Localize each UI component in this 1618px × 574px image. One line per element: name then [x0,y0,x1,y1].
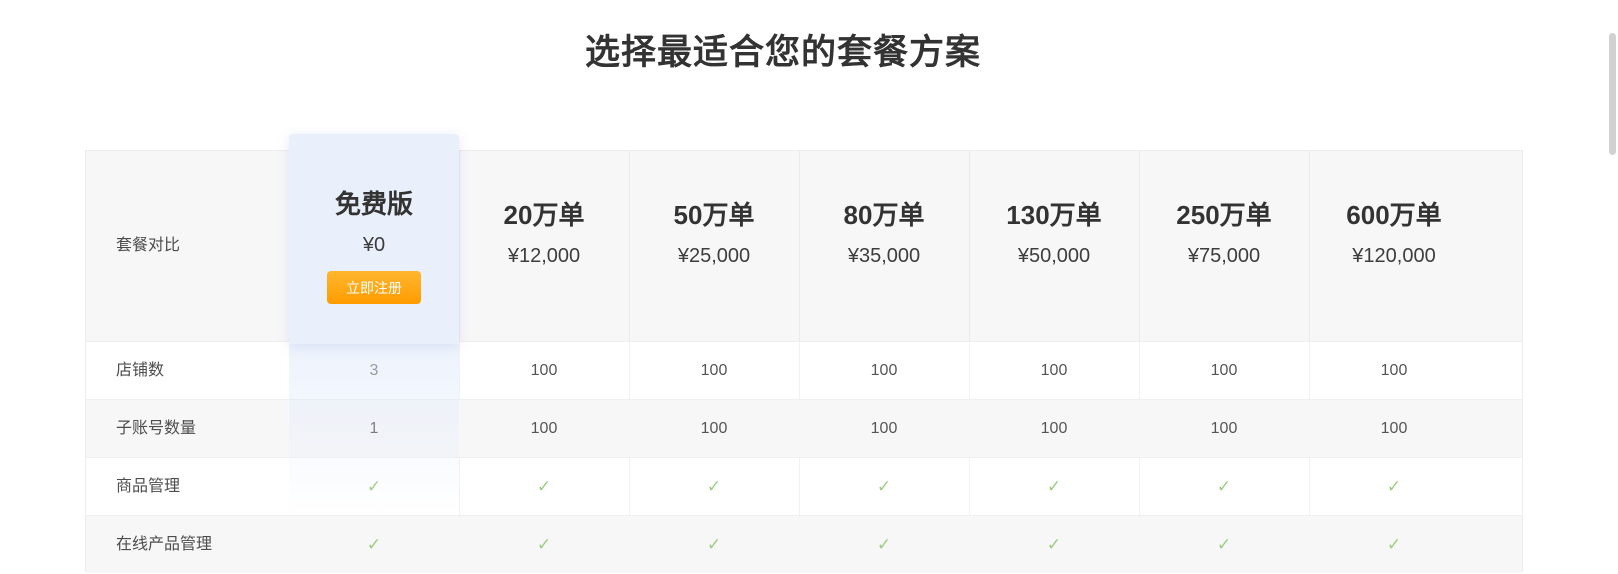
check-icon: ✓ [536,477,552,496]
check-icon: ✓ [536,535,552,554]
cell-value: 100 [1210,420,1238,437]
corner-label: 套餐对比 [116,237,181,254]
check-icon: ✓ [1386,535,1402,554]
column-divider [629,151,630,573]
plan-price: ¥50,000 [1017,245,1091,267]
plan-header: 600万单 ¥120,000 [1309,151,1479,341]
check-icon: ✓ [1386,477,1402,496]
plan-name: 130万单 [1006,200,1102,230]
plan-name: 50万单 [673,200,755,230]
cell-value: 100 [530,362,558,379]
table-row: 店铺数 3 100 100 100 100 100 100 [86,341,1522,399]
check-icon: ✓ [366,477,382,496]
check-icon: ✓ [876,535,892,554]
page-title: 选择最适合您的套餐方案 [584,33,981,72]
cell-value: 100 [1380,362,1408,379]
plan-price: ¥12,000 [507,245,581,267]
cell-value: 100 [1380,420,1408,437]
scrollbar-thumb[interactable] [1609,33,1616,155]
plan-name: 80万单 [843,200,925,230]
table-row: 商品管理 ✓ ✓ ✓ ✓ ✓ ✓ ✓ [86,457,1522,515]
cell-value: 100 [1040,420,1068,437]
plan-name: 250万单 [1176,200,1272,230]
check-icon: ✓ [1046,477,1062,496]
check-icon: ✓ [1216,535,1232,554]
plan-price: ¥120,000 [1352,245,1436,267]
cell-value: 100 [1040,362,1068,379]
plan-price: ¥75,000 [1187,245,1261,267]
plan-header: 80万单 ¥35,000 [799,151,969,341]
check-icon: ✓ [366,535,382,554]
row-label: 在线产品管理 [116,536,213,553]
pricing-table: 套餐对比 20万单 ¥12,000 50万单 ¥25,000 80万单 ¥35,000 13… [85,134,1523,573]
column-divider [799,151,800,573]
check-icon: ✓ [1046,535,1062,554]
cell-value: 1 [369,420,379,437]
check-icon: ✓ [876,477,892,496]
plan-price: ¥25,000 [677,245,751,267]
free-plan-name: 免费版 [334,189,413,219]
plan-name: 600万单 [1346,200,1442,230]
cell-value: 100 [870,362,898,379]
check-icon: ✓ [706,535,722,554]
cell-value: 100 [1210,362,1238,379]
plan-name: 20万单 [503,200,585,230]
check-icon: ✓ [1216,477,1232,496]
cell-value: 100 [700,362,728,379]
free-plan-column: 免费版 ¥0 立即注册 [289,134,459,344]
plan-header: 50万单 ¥25,000 [629,151,799,341]
column-divider [1139,151,1140,573]
column-divider [969,151,970,573]
plan-price: ¥35,000 [847,245,921,267]
row-label: 店铺数 [116,362,165,379]
table-body: 店铺数 3 100 100 100 100 100 100 子账号数量 1 100 100 100 100… [86,341,1522,573]
row-label: 子账号数量 [116,420,197,437]
cell-value: 100 [700,420,728,437]
check-icon: ✓ [706,477,722,496]
table-row: 子账号数量 1 100 100 100 100 100 100 [86,399,1522,457]
free-plan-price: ¥0 [362,234,386,256]
column-divider [459,151,460,573]
table-row: 在线产品管理 ✓ ✓ ✓ ✓ ✓ ✓ ✓ [86,515,1522,573]
cell-value: 3 [369,362,379,379]
column-divider [1309,151,1310,573]
plan-header: 20万单 ¥12,000 [459,151,629,341]
plan-header: 250万单 ¥75,000 [1139,151,1309,341]
register-button[interactable]: 立即注册 [327,271,421,304]
plan-header: 130万单 ¥50,000 [969,151,1139,341]
cell-value: 100 [870,420,898,437]
row-label: 商品管理 [116,478,181,495]
cell-value: 100 [530,420,558,437]
